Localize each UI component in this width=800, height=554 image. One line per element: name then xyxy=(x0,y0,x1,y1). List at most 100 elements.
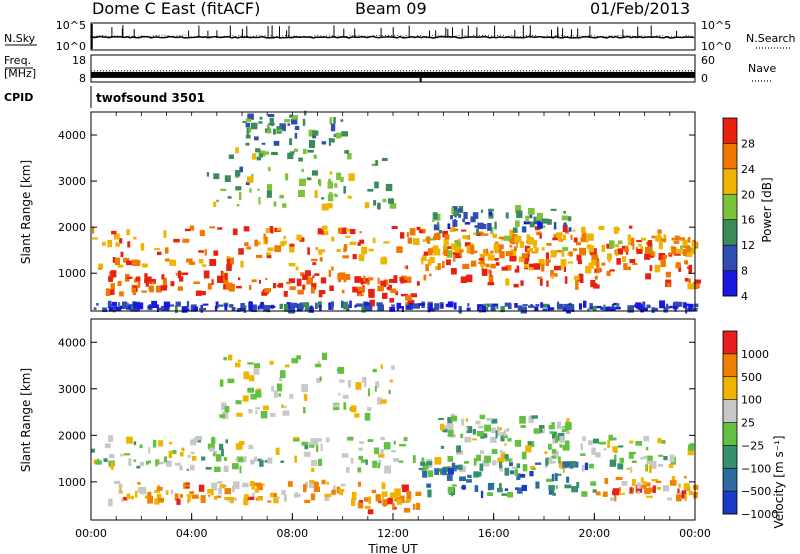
heatmap-cell xyxy=(478,261,485,264)
heatmap-cell xyxy=(490,226,494,234)
heatmap-cell xyxy=(160,285,168,291)
heatmap-cell xyxy=(393,275,398,283)
heatmap-cell xyxy=(364,202,370,209)
heatmap-cell xyxy=(536,231,542,236)
heatmap-cell xyxy=(174,493,179,501)
heatmap-cell xyxy=(97,267,103,270)
heatmap-cell xyxy=(298,190,305,197)
heatmap-cell xyxy=(562,464,565,469)
heatmap-cell xyxy=(400,293,408,297)
heatmap-cell xyxy=(693,484,699,490)
x-tick-label: 12:00 xyxy=(377,527,409,540)
heatmap-cell xyxy=(665,271,671,278)
heatmap-cell xyxy=(307,247,310,255)
heatmap-cell xyxy=(267,255,272,259)
heatmap-cell xyxy=(282,240,287,245)
heatmap-cell xyxy=(131,259,139,266)
heatmap-cell xyxy=(516,473,521,481)
heatmap-cell xyxy=(137,482,141,485)
colorbar-tick-label: −25 xyxy=(741,439,764,452)
heatmap-cell xyxy=(503,429,506,436)
heatmap-cell xyxy=(496,305,499,309)
heatmap-cell xyxy=(382,502,387,507)
heatmap-cell xyxy=(542,308,547,312)
heatmap-cell xyxy=(539,233,542,239)
heatmap-cell xyxy=(311,467,315,472)
heatmap-cell xyxy=(377,277,380,285)
heatmap-cell xyxy=(497,457,504,463)
heatmap-cell xyxy=(552,492,556,496)
heatmap-cell xyxy=(464,222,471,225)
heatmap-cell xyxy=(512,227,518,233)
heatmap-cell xyxy=(548,243,552,246)
heatmap-cell xyxy=(266,190,272,198)
heatmap-cell xyxy=(388,389,391,395)
heatmap-cell xyxy=(104,443,111,449)
heatmap-cell xyxy=(253,456,257,462)
heatmap-cell xyxy=(317,228,324,235)
heatmap-cell xyxy=(632,262,638,266)
heatmap-cell xyxy=(528,305,535,308)
heatmap-cell xyxy=(513,246,517,251)
heatmap-cell xyxy=(575,282,579,290)
heatmap-cell xyxy=(154,498,160,505)
colorbar-tick-label: 20 xyxy=(741,188,755,201)
heatmap-cell xyxy=(215,454,222,462)
heatmap-cell xyxy=(321,225,328,230)
heatmap-cell xyxy=(119,291,124,297)
heatmap-cell xyxy=(458,306,462,314)
heatmap-cell xyxy=(636,248,643,254)
heatmap-cell xyxy=(188,261,196,265)
heatmap-cell xyxy=(383,241,390,244)
heatmap-cell xyxy=(267,457,273,464)
heatmap-cell xyxy=(520,473,526,478)
heatmap-cell xyxy=(602,306,610,312)
heatmap-cell xyxy=(110,462,114,470)
heatmap-cell xyxy=(312,130,319,136)
y-tick-label: 4000 xyxy=(58,336,86,349)
heatmap-cell xyxy=(588,440,593,446)
heatmap-cell xyxy=(581,491,588,497)
heatmap-cell xyxy=(223,284,226,290)
heatmap-cell xyxy=(509,229,515,238)
heatmap-cell xyxy=(546,259,551,263)
heatmap-cell xyxy=(618,240,623,245)
heatmap-cell xyxy=(388,284,392,291)
heatmap-cell xyxy=(497,427,502,431)
heatmap-cell xyxy=(286,281,291,285)
heatmap-cell xyxy=(595,452,601,458)
heatmap-cell xyxy=(381,157,388,161)
heatmap-cell xyxy=(287,481,293,487)
noise-left-tick-bottom: 10^0 xyxy=(56,40,86,53)
heatmap-cell xyxy=(236,204,240,207)
heatmap-cell xyxy=(548,489,555,495)
heatmap-cell xyxy=(182,238,190,243)
heatmap-cell xyxy=(318,301,322,308)
heatmap-cell xyxy=(152,439,157,448)
heatmap-cell xyxy=(287,123,291,126)
heatmap-cell xyxy=(132,287,136,295)
heatmap-cell xyxy=(248,127,252,133)
heatmap-cell xyxy=(552,437,555,445)
heatmap-cell xyxy=(541,218,549,223)
heatmap-cell xyxy=(338,278,342,283)
heatmap-cell xyxy=(519,241,525,248)
heatmap-cell xyxy=(603,448,607,451)
heatmap-cell xyxy=(541,247,545,251)
heatmap-cell xyxy=(158,497,164,503)
heatmap-cell xyxy=(534,462,542,465)
heatmap-cell xyxy=(375,494,381,502)
heatmap-cell xyxy=(494,221,497,230)
heatmap-cell xyxy=(531,251,538,254)
heatmap-cell xyxy=(581,234,587,243)
heatmap-cell xyxy=(592,305,597,311)
heatmap-cell xyxy=(121,498,124,502)
heatmap-cell xyxy=(269,226,274,233)
heatmap-cell xyxy=(499,465,504,472)
heatmap-cell xyxy=(618,487,621,493)
heatmap-cell xyxy=(645,447,649,451)
heatmap-cell xyxy=(456,445,461,453)
heatmap-cell xyxy=(256,156,262,161)
heatmap-cell xyxy=(650,250,654,256)
heatmap-cell xyxy=(572,229,576,232)
